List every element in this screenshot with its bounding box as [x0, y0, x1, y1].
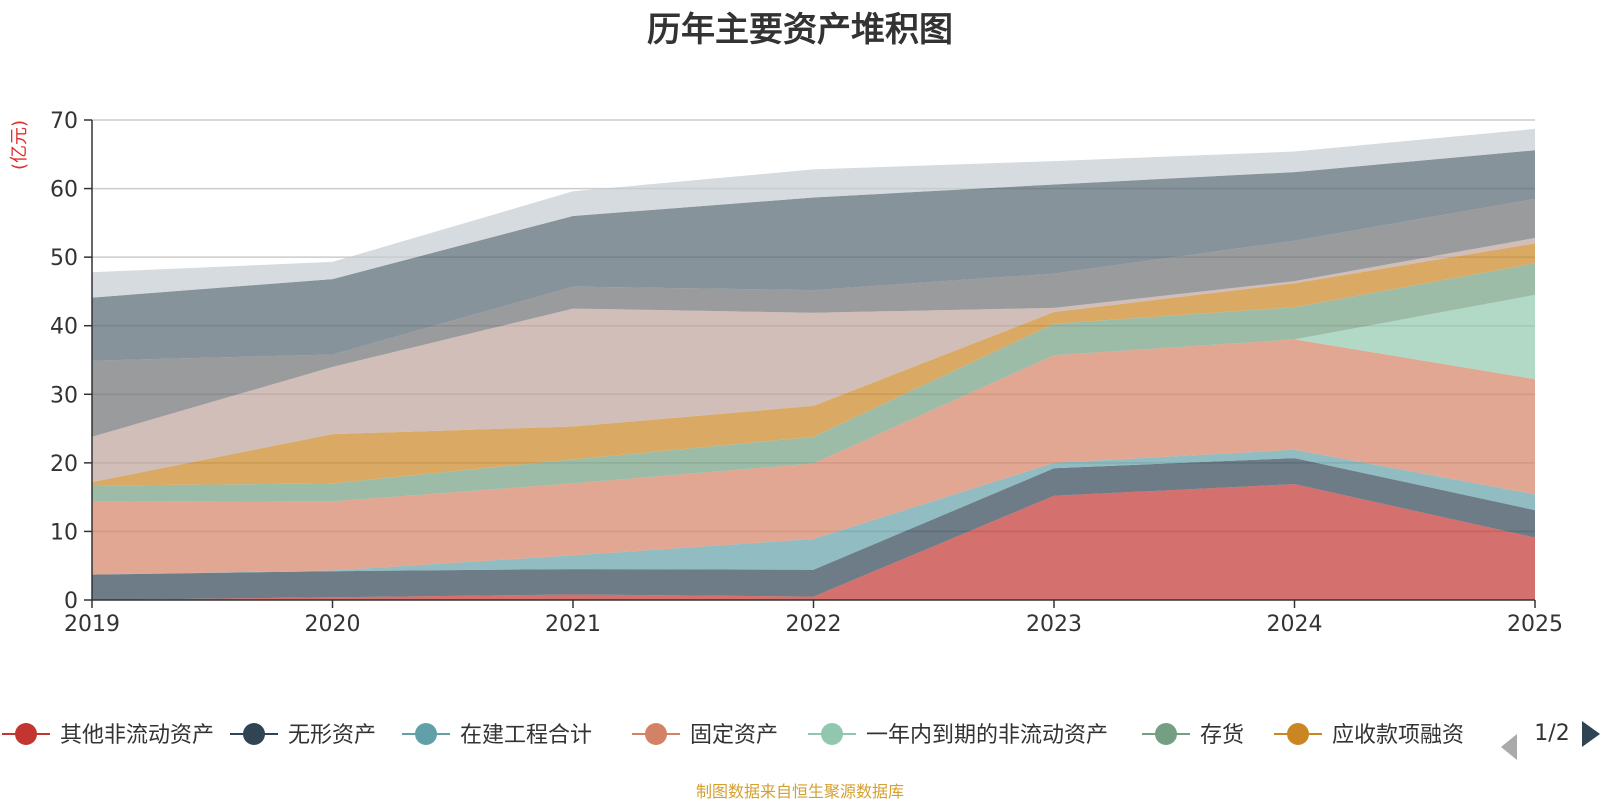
legend-item[interactable]: 应收款项融资 [1274, 723, 1464, 748]
legend-label: 存货 [1200, 723, 1244, 748]
area-series-3[interactable] [92, 339, 1535, 575]
legend: 其他非流动资产 无形资产 在建工程合计 固定资产 一年内到期的非流动资产 存货 应收款项融资 [2, 723, 1464, 748]
legend-circle-icon [821, 723, 843, 745]
stacked-areas [92, 128, 1535, 600]
y-tick-label: 50 [50, 246, 78, 271]
legend-next-arrow-icon[interactable] [1582, 721, 1600, 747]
chart-title: 历年主要资产堆积图 [647, 10, 953, 50]
x-ticks: 2019 2020 2021 2022 2023 2024 2025 [64, 600, 1563, 637]
legend-circle-icon [1155, 723, 1177, 745]
legend-item[interactable]: 一年内到期的非流动资产 [808, 723, 1108, 748]
area-series-9[interactable] [92, 150, 1535, 361]
area-series-0[interactable] [92, 484, 1535, 600]
legend-label: 固定资产 [690, 723, 778, 748]
y-tick-label: 0 [64, 589, 78, 614]
legend-circle-icon [1287, 723, 1309, 745]
area-series-2[interactable] [92, 449, 1535, 575]
x-tick-label: 2023 [1026, 612, 1082, 637]
area-series-6[interactable] [92, 243, 1535, 486]
legend-pager: 1/2 [1501, 721, 1600, 760]
legend-label: 其他非流动资产 [60, 723, 214, 748]
legend-item[interactable]: 固定资产 [632, 723, 778, 748]
x-tick-label: 2022 [786, 612, 842, 637]
legend-circle-icon [415, 723, 437, 745]
legend-item[interactable]: 在建工程合计 [402, 723, 592, 748]
legend-circle-icon [645, 723, 667, 745]
area-series-10[interactable] [92, 128, 1535, 298]
area-series-8[interactable] [92, 198, 1535, 437]
y-ticks: 0 10 20 30 40 50 60 70 [50, 109, 92, 614]
legend-circle-icon [243, 723, 265, 745]
legend-label: 无形资产 [288, 723, 376, 748]
legend-label: 在建工程合计 [460, 723, 592, 748]
x-tick-label: 2025 [1507, 612, 1563, 637]
y-tick-label: 70 [50, 109, 78, 134]
legend-item[interactable]: 无形资产 [230, 723, 376, 748]
y-tick-label: 60 [50, 178, 78, 203]
legend-prev-arrow-icon[interactable] [1501, 734, 1517, 760]
x-tick-label: 2020 [305, 612, 361, 637]
x-tick-label: 2021 [545, 612, 601, 637]
legend-item[interactable]: 存货 [1142, 723, 1244, 748]
y-tick-label: 30 [50, 383, 78, 408]
legend-label: 应收款项融资 [1332, 723, 1464, 748]
area-series-5[interactable] [92, 263, 1535, 502]
y-axis-unit-label: (亿元) [9, 120, 30, 170]
legend-page-indicator: 1/2 [1534, 721, 1569, 746]
y-tick-label: 40 [50, 315, 78, 340]
legend-circle-icon [15, 723, 37, 745]
legend-label: 一年内到期的非流动资产 [866, 723, 1108, 748]
legend-item[interactable]: 其他非流动资产 [2, 723, 214, 748]
area-series-7[interactable] [92, 237, 1535, 483]
x-tick-label: 2019 [64, 612, 120, 637]
y-tick-label: 20 [50, 452, 78, 477]
area-series-1[interactable] [92, 458, 1535, 600]
y-tick-label: 10 [50, 520, 78, 545]
x-tick-label: 2024 [1267, 612, 1323, 637]
source-note: 制图数据来自恒生聚源数据库 [695, 782, 904, 801]
